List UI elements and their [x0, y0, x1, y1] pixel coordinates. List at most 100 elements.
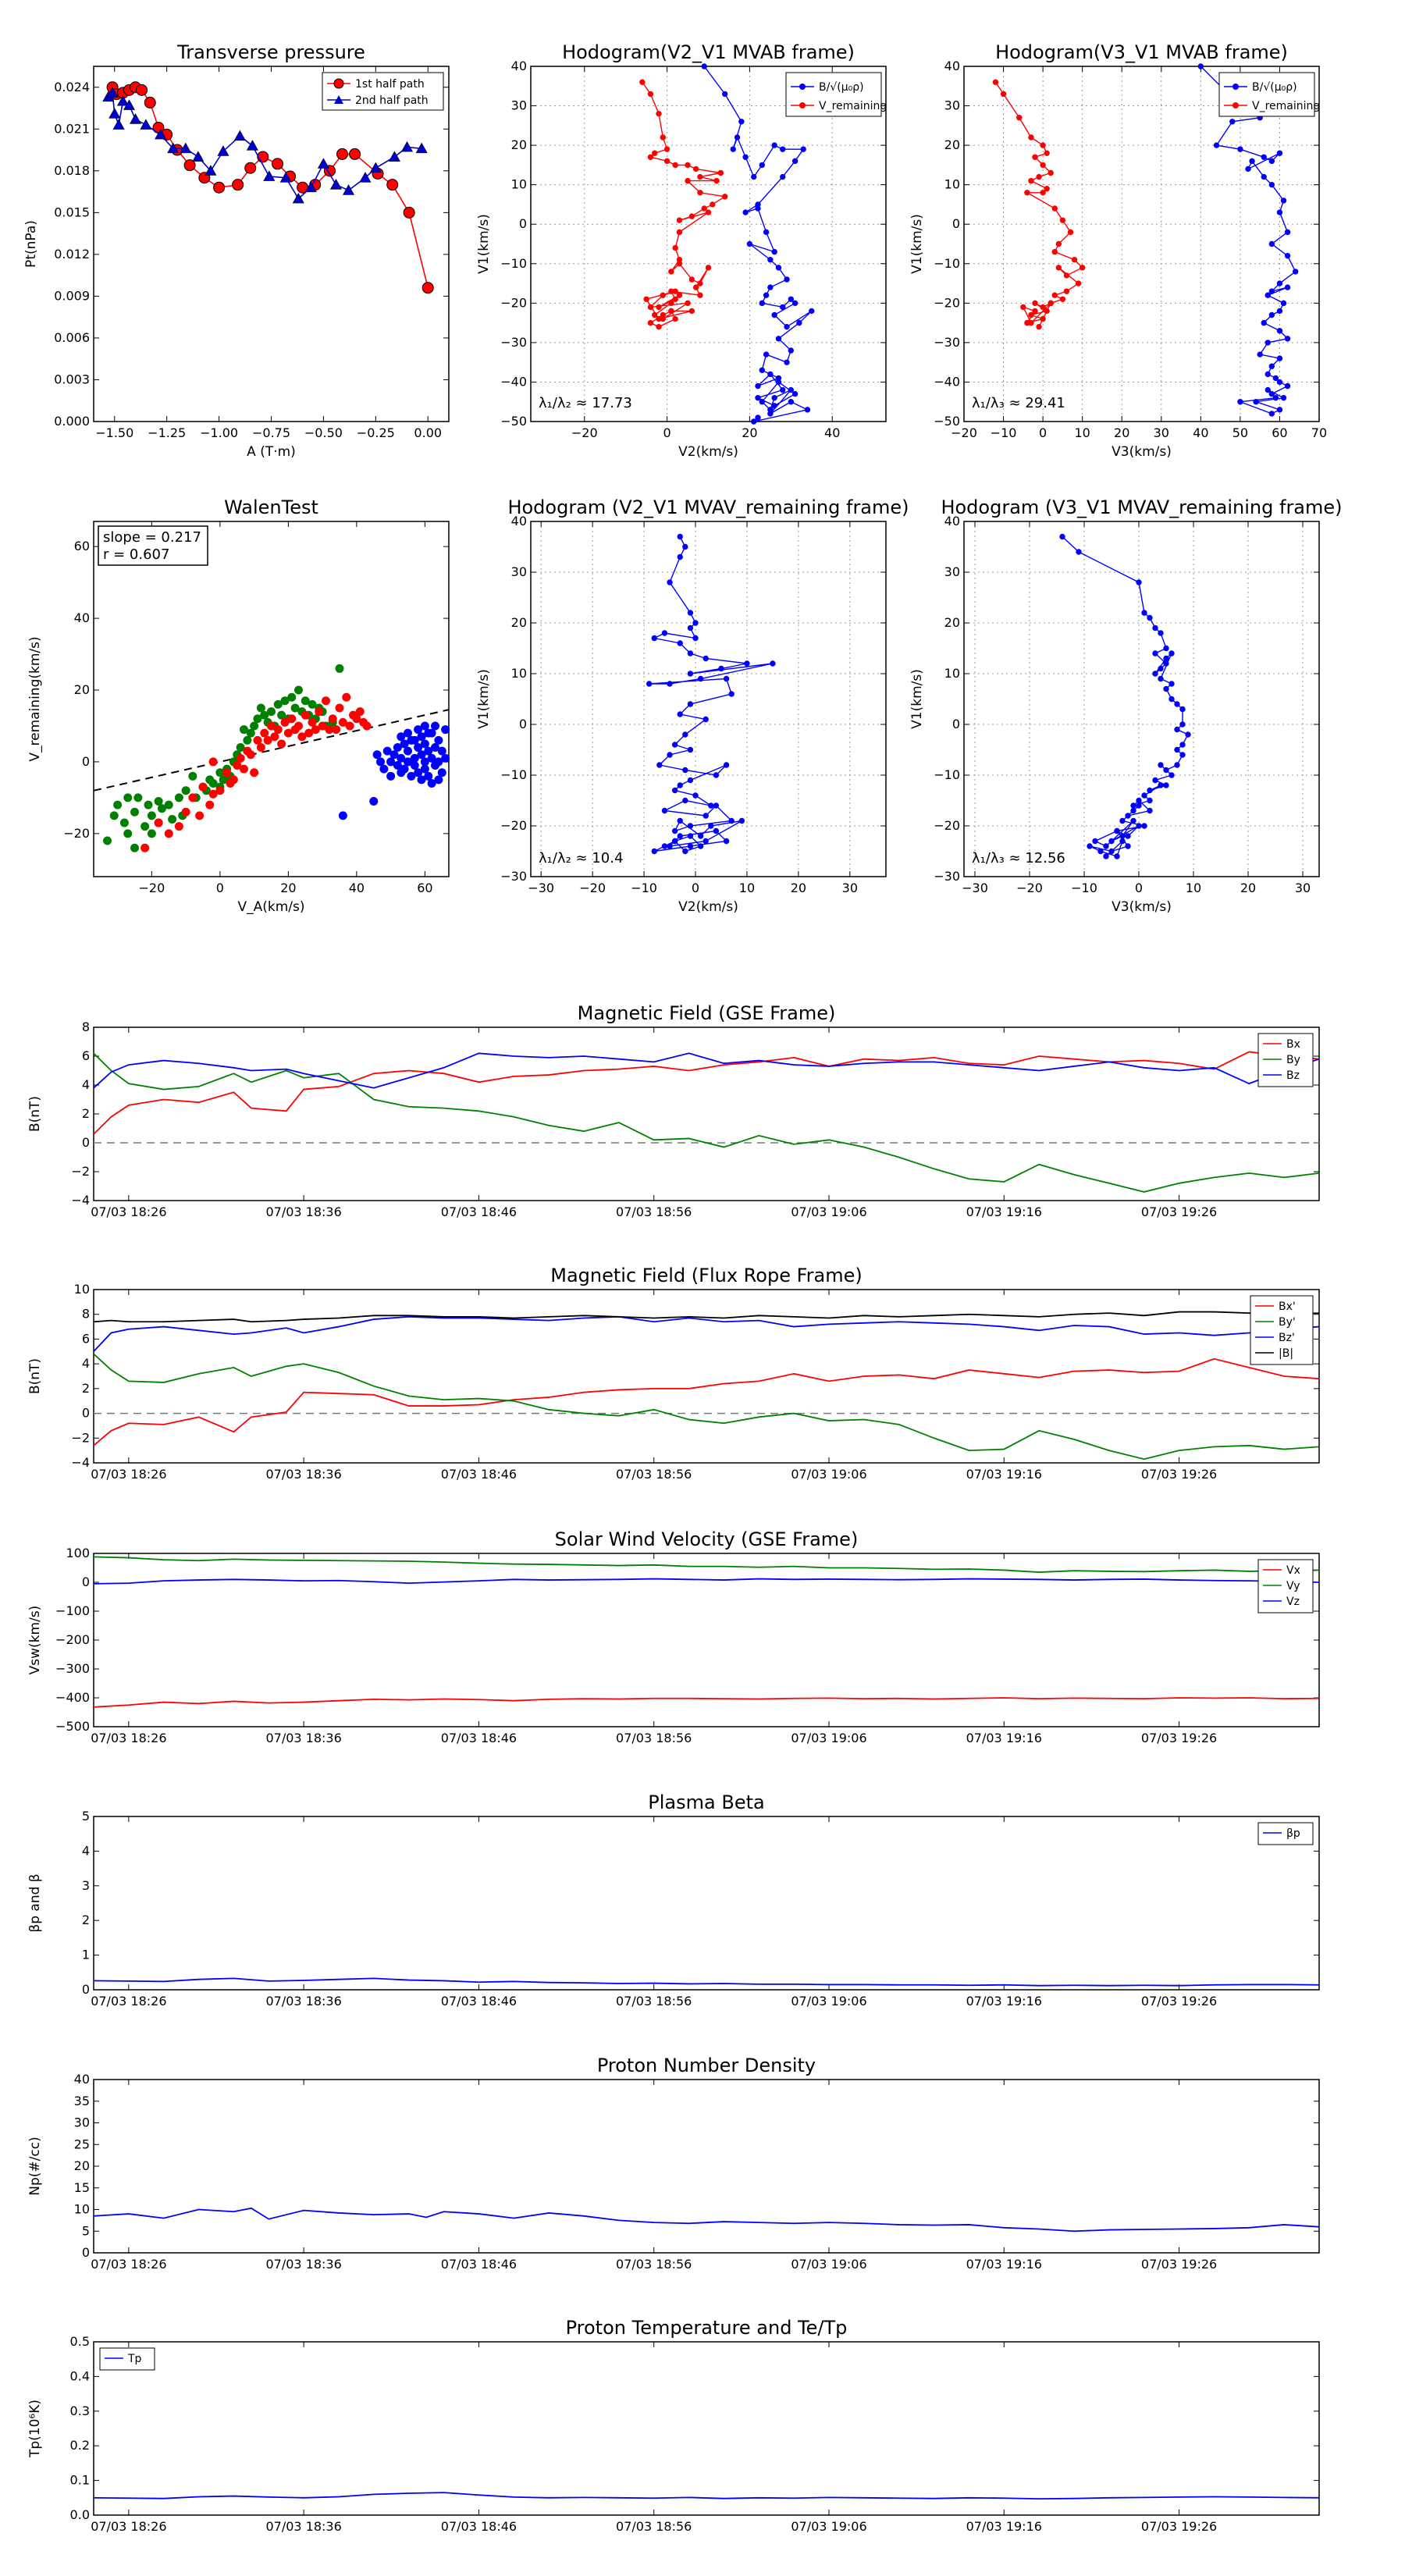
- axes-frame: [530, 521, 887, 877]
- scatter-point-red: [260, 728, 269, 738]
- legend-entry: Tp: [127, 2353, 142, 2365]
- hodogram-point: [755, 205, 761, 212]
- hodogram-point: [1268, 311, 1275, 318]
- y-axis-label: B(nT): [27, 1358, 43, 1394]
- scatter-point-blue: [410, 761, 419, 770]
- hodogram-point: [687, 823, 694, 829]
- axes-frame: [93, 66, 450, 422]
- x-tick-label: 30: [1154, 425, 1169, 440]
- hodogram-point: [687, 610, 694, 616]
- y-tick-label: 6: [82, 1331, 90, 1346]
- scatter-point-green: [123, 793, 133, 802]
- legend-entry: Bz': [1279, 1332, 1295, 1344]
- data-point-1st-half: [136, 84, 148, 96]
- y-axis-label: Np(#/cc): [27, 2137, 43, 2195]
- hodogram-point: [687, 671, 694, 677]
- y-tick-label: 20: [944, 615, 960, 630]
- hodogram-point: [702, 813, 709, 819]
- eigen-ratio-annotation: λ₁/λ₂ ≈ 17.73: [539, 395, 632, 411]
- time-tick-label: 07/03 18:26: [91, 1204, 166, 1219]
- panel-title: Hodogram(V3_V1 MVAB frame): [995, 41, 1288, 63]
- y-tick-label: −50: [500, 414, 527, 429]
- data-point-2nd-half: [317, 158, 329, 169]
- scatter-point-green: [335, 664, 344, 673]
- time-tick-label: 07/03 18:26: [91, 1731, 166, 1745]
- data-point-1st-half: [213, 181, 226, 194]
- scatter-point-blue: [414, 768, 423, 777]
- scatter-point-red: [301, 710, 310, 720]
- hodogram-point: [767, 371, 774, 378]
- hodogram-point: [697, 190, 703, 196]
- legend-entry: 1st half path: [355, 78, 425, 91]
- scatter-point-blue: [386, 771, 396, 781]
- hodogram-point: [1114, 853, 1120, 859]
- scatter-point-green: [113, 800, 123, 809]
- y-tick-label: 0: [82, 1982, 90, 1997]
- hodogram-point: [1125, 813, 1131, 819]
- x-tick-label: 0: [1135, 881, 1143, 895]
- x-axis-label: A (T·m): [247, 444, 296, 460]
- hodogram-point: [685, 177, 691, 184]
- legend-box: [1257, 1033, 1314, 1087]
- hodogram-point: [738, 817, 745, 824]
- data-point-1st-half: [403, 206, 415, 219]
- axes-frame: [963, 66, 1320, 422]
- hodogram-point: [1179, 752, 1186, 758]
- scatter-point-green: [158, 804, 166, 813]
- y-tick-label: −200: [55, 1632, 90, 1647]
- x-tick-label: −10: [991, 425, 1017, 440]
- hodogram-point: [1147, 614, 1153, 621]
- hodogram-point: [667, 681, 673, 687]
- data-point-2nd-half: [123, 99, 136, 110]
- series-line-Bz: [93, 1052, 1320, 1089]
- scatter-point-red: [352, 714, 361, 724]
- data-point-2nd-half: [130, 113, 142, 124]
- hodogram-point: [1276, 308, 1283, 315]
- scatter-point-blue: [417, 775, 426, 785]
- hodogram-point: [1136, 579, 1142, 585]
- x-axis-label: V2(km/s): [678, 444, 738, 460]
- hodogram-point: [667, 752, 673, 758]
- hodogram-point: [651, 635, 657, 642]
- hodogram-point: [1024, 190, 1030, 196]
- hodogram-point: [1197, 63, 1204, 69]
- hodogram-point: [668, 300, 674, 307]
- scatter-point-green: [130, 843, 139, 852]
- hodogram-point: [1103, 843, 1109, 849]
- hodogram-point: [687, 650, 694, 656]
- y-tick-label: −300: [55, 1661, 90, 1676]
- y-tick-label: 30: [511, 564, 527, 579]
- y-tick-label: 40: [74, 610, 90, 625]
- hodogram-point: [682, 543, 688, 550]
- hodogram-point: [1103, 853, 1109, 859]
- data-point-2nd-half: [263, 170, 276, 181]
- hodogram-point: [742, 154, 749, 160]
- time-tick-label: 07/03 19:16: [966, 1994, 1042, 2008]
- hodogram-point: [677, 782, 683, 788]
- hodogram-point: [804, 407, 811, 413]
- scatter-point-red: [198, 782, 208, 792]
- y-tick-label: 40: [944, 514, 960, 528]
- hodogram-point: [1063, 272, 1070, 279]
- series-line-By': [93, 1353, 1320, 1461]
- time-tick-label: 07/03 18:36: [265, 2257, 341, 2272]
- x-tick-label: −0.75: [252, 425, 290, 440]
- legend-entry: B/√(μ₀ρ): [819, 81, 864, 94]
- scatter-point-blue: [434, 735, 443, 745]
- scatter-point-green: [103, 836, 112, 845]
- hodogram-point: [767, 284, 774, 290]
- hodogram-point: [721, 91, 728, 98]
- hodogram-point: [784, 323, 790, 330]
- y-tick-label: 0.3: [70, 2403, 90, 2418]
- hodogram-point: [1168, 772, 1175, 778]
- hodogram-point: [708, 802, 714, 809]
- hodogram-point: [1213, 142, 1220, 148]
- hodogram-point: [1125, 833, 1131, 839]
- scatter-point-blue: [434, 775, 443, 785]
- legend-entry: |B|: [1279, 1347, 1293, 1360]
- hodogram-point: [1147, 787, 1153, 794]
- scatter-point-green: [130, 807, 139, 817]
- hodogram-point: [780, 386, 786, 393]
- y-tick-label: 30: [944, 98, 960, 113]
- hodogram-point: [647, 304, 654, 311]
